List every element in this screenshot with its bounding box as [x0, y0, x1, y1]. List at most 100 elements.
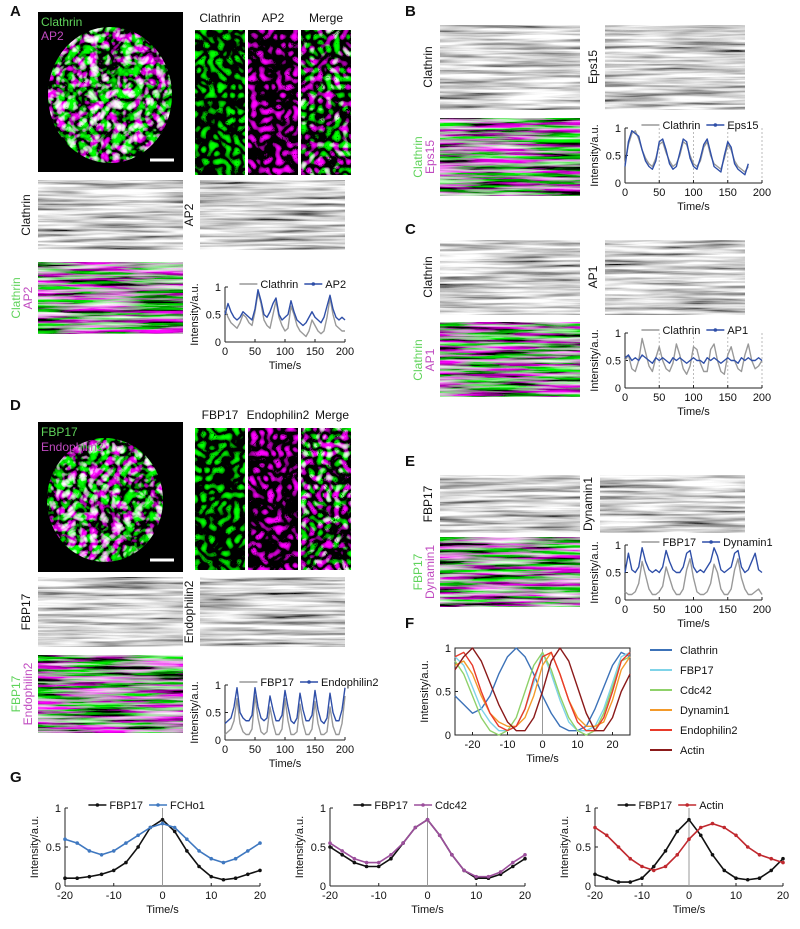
kymograph — [440, 475, 580, 533]
kymo-label: Eps15 — [423, 140, 437, 174]
kymograph — [440, 25, 580, 110]
kymo-label: Clathrin — [411, 339, 425, 380]
kymograph — [38, 180, 183, 250]
data-point — [663, 849, 668, 853]
x-tick-label: 150 — [719, 392, 737, 404]
data-point — [352, 856, 357, 861]
y-tick-label: 0 — [215, 337, 221, 349]
data-point — [376, 860, 381, 865]
data-point — [340, 849, 344, 853]
micrograph — [248, 428, 298, 570]
panel-label: E — [405, 453, 415, 470]
panel-label: G — [10, 769, 22, 786]
x-tick-label: 10 — [470, 890, 482, 902]
series-line — [454, 651, 631, 736]
kymo-label: Clathrin — [19, 194, 33, 235]
x-tick-label: 100 — [684, 392, 702, 404]
panel-e-images: FBP17 Dynamin1 FBP17 Dynamin1 — [411, 475, 745, 607]
kymo-label: Endophilin2 — [182, 580, 196, 643]
data-point — [246, 849, 250, 853]
legend-label: Actin — [699, 800, 723, 812]
y-axis-label: Intensity/a.u. — [189, 283, 201, 345]
x-tick-label: -10 — [634, 890, 650, 902]
y-tick-label: 1 — [320, 803, 326, 815]
data-point — [757, 876, 762, 880]
kymograph — [600, 475, 745, 533]
x-axis-label: Time/s — [677, 201, 710, 213]
y-axis-label: Intensity/a.u. — [29, 816, 41, 878]
data-point — [651, 868, 656, 873]
x-axis-label: Time/s — [269, 758, 302, 770]
x-tick-label: 150 — [306, 744, 324, 756]
legend-label: Clathrin — [662, 325, 700, 337]
data-point — [197, 849, 201, 853]
data-point — [87, 874, 92, 879]
data-point — [710, 821, 715, 826]
micrograph — [195, 428, 245, 570]
channel-label: Clathrin — [41, 15, 82, 29]
data-point — [364, 860, 369, 865]
data-point — [710, 853, 715, 857]
series-line — [224, 289, 346, 327]
panel-label: A — [10, 3, 21, 20]
kymo-label: Clathrin — [421, 46, 435, 87]
y-tick-label: 0.5 — [436, 687, 451, 699]
kymograph — [38, 262, 183, 334]
micrograph — [301, 428, 351, 570]
data-point — [675, 829, 680, 834]
x-tick-label: 50 — [249, 346, 261, 358]
data-point — [523, 853, 527, 857]
kymograph — [440, 240, 580, 315]
data-point — [340, 853, 344, 857]
x-tick-label: 150 — [719, 187, 737, 199]
data-point — [628, 856, 633, 861]
strip-label: Clathrin — [199, 11, 240, 25]
series-line — [224, 687, 346, 725]
data-point — [328, 841, 332, 845]
y-tick-label: 0 — [615, 383, 621, 395]
data-point — [185, 849, 189, 853]
x-tick-label: 150 — [306, 346, 324, 358]
legend-label: FBP17 — [109, 800, 143, 812]
series-line — [624, 547, 763, 574]
data-point — [593, 872, 597, 877]
cell — [48, 27, 172, 163]
data-point — [593, 825, 597, 830]
data-point — [233, 856, 238, 861]
kymo-label: Clathrin — [9, 277, 23, 318]
data-point — [75, 841, 79, 845]
x-tick-label: 100 — [684, 187, 702, 199]
x-tick-label: 200 — [753, 392, 771, 404]
series-line — [454, 647, 631, 732]
data-point — [87, 849, 92, 853]
legend-marker — [156, 803, 160, 807]
cell — [47, 438, 163, 562]
data-point — [99, 872, 104, 877]
x-tick-label: 20 — [519, 890, 531, 902]
panel-c-images: Clathrin AP1 Clathrin AP1 — [411, 240, 745, 397]
legend-label: Cdc42 — [435, 800, 467, 812]
data-point — [722, 868, 727, 873]
y-tick-label: 0 — [585, 881, 591, 893]
x-tick-label: -20 — [57, 890, 73, 902]
data-point — [209, 874, 214, 879]
data-point — [675, 853, 680, 857]
legend-label: FBP17 — [639, 800, 673, 812]
x-tick-label: 0 — [539, 739, 545, 751]
kymograph — [38, 655, 183, 733]
data-point — [698, 825, 703, 830]
data-point — [511, 860, 515, 865]
kymo-label: Dynamin1 — [581, 477, 595, 531]
kymo-label: Clathrin — [411, 136, 425, 177]
x-tick-label: 50 — [249, 744, 261, 756]
data-point — [233, 876, 238, 880]
data-point — [328, 845, 332, 849]
kymo-label: FBP17 — [19, 593, 33, 630]
kymo-label: Clathrin — [421, 256, 435, 297]
data-point — [185, 837, 189, 841]
legend-label: Clathrin — [662, 120, 700, 132]
data-point — [111, 868, 116, 873]
y-axis-label: Intensity/a.u. — [559, 816, 571, 878]
micrograph — [195, 30, 245, 175]
y-axis-label: Intensity/a.u. — [589, 124, 601, 186]
